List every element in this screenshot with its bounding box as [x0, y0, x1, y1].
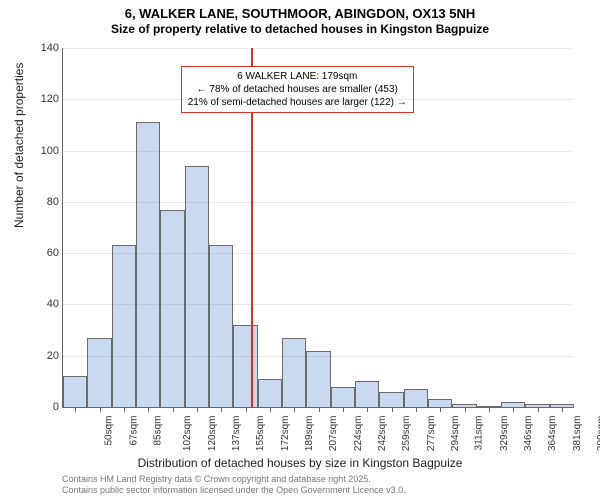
- histogram-bar: [112, 245, 136, 407]
- gridline: [63, 151, 574, 152]
- y-axis-title: Number of detached properties: [12, 63, 26, 228]
- y-tick-label: 0: [53, 401, 59, 413]
- x-axis-title: Distribution of detached houses by size …: [0, 456, 600, 470]
- x-tick-label: 259sqm: [401, 416, 412, 452]
- x-tick-label: 346sqm: [523, 416, 534, 452]
- annotation-line-3: 21% of semi-detached houses are larger (…: [188, 96, 407, 109]
- histogram-bar: [136, 122, 160, 407]
- y-tick-label: 140: [41, 42, 59, 54]
- x-tick-label: 364sqm: [547, 416, 558, 452]
- x-tick-mark: [489, 407, 490, 412]
- x-tick-label: 67sqm: [128, 416, 139, 446]
- annotation-line-1: 6 WALKER LANE: 179sqm: [188, 70, 407, 83]
- annotation-box: 6 WALKER LANE: 179sqm ← 78% of detached …: [181, 66, 414, 113]
- x-tick-label: 137sqm: [231, 416, 242, 452]
- x-tick-mark: [562, 407, 563, 412]
- y-tick-label: 40: [47, 298, 59, 310]
- x-tick-mark: [124, 407, 125, 412]
- x-tick-mark: [465, 407, 466, 412]
- histogram-bar: [355, 381, 379, 407]
- histogram-bar: [87, 338, 111, 407]
- x-tick-label: 381sqm: [572, 416, 583, 452]
- x-tick-label: 155sqm: [255, 416, 266, 452]
- credits: Contains HM Land Registry data © Crown c…: [62, 474, 406, 496]
- histogram-bar: [233, 325, 257, 407]
- y-tick-label: 80: [47, 196, 59, 208]
- y-tick-label: 120: [41, 93, 59, 105]
- y-tick-label: 20: [47, 350, 59, 362]
- plot-area: 6 WALKER LANE: 179sqm ← 78% of detached …: [62, 48, 574, 408]
- x-tick-mark: [319, 407, 320, 412]
- x-tick-label: 50sqm: [104, 416, 115, 446]
- histogram-bar: [63, 376, 87, 407]
- credits-line-2: Contains public sector information licen…: [62, 485, 406, 496]
- chart-title: 6, WALKER LANE, SOUTHMOOR, ABINGDON, OX1…: [0, 0, 600, 37]
- x-tick-label: 311sqm: [474, 416, 485, 451]
- x-tick-mark: [440, 407, 441, 412]
- x-tick-label: 242sqm: [377, 416, 388, 452]
- x-tick-mark: [343, 407, 344, 412]
- title-line-1: 6, WALKER LANE, SOUTHMOOR, ABINGDON, OX1…: [0, 6, 600, 22]
- x-tick-label: 207sqm: [328, 416, 339, 452]
- x-tick-mark: [100, 407, 101, 412]
- title-line-2: Size of property relative to detached ho…: [0, 22, 600, 37]
- x-tick-label: 85sqm: [152, 416, 163, 446]
- x-tick-label: 120sqm: [207, 416, 218, 452]
- histogram-bar: [209, 245, 233, 407]
- x-tick-label: 399sqm: [596, 416, 600, 452]
- histogram-bar: [258, 379, 282, 407]
- histogram-bar: [331, 387, 355, 408]
- x-tick-mark: [392, 407, 393, 412]
- x-tick-mark: [538, 407, 539, 412]
- property-size-histogram: 6, WALKER LANE, SOUTHMOOR, ABINGDON, OX1…: [0, 0, 600, 500]
- y-tick-label: 100: [41, 145, 59, 157]
- x-tick-mark: [513, 407, 514, 412]
- credits-line-1: Contains HM Land Registry data © Crown c…: [62, 474, 406, 485]
- gridline: [63, 356, 574, 357]
- x-tick-label: 294sqm: [450, 416, 461, 452]
- x-tick-mark: [173, 407, 174, 412]
- x-tick-label: 102sqm: [182, 416, 193, 452]
- x-tick-mark: [148, 407, 149, 412]
- x-tick-label: 189sqm: [304, 416, 315, 452]
- histogram-bar: [282, 338, 306, 407]
- histogram-bar: [404, 389, 428, 407]
- x-tick-mark: [416, 407, 417, 412]
- annotation-line-2: ← 78% of detached houses are smaller (45…: [188, 83, 407, 96]
- gridline: [63, 48, 574, 49]
- x-tick-label: 172sqm: [280, 416, 291, 452]
- histogram-bar: [428, 399, 452, 407]
- x-tick-mark: [221, 407, 222, 412]
- histogram-bar: [379, 392, 403, 407]
- x-tick-mark: [75, 407, 76, 412]
- x-tick-mark: [367, 407, 368, 412]
- gridline: [63, 99, 574, 100]
- x-tick-label: 329sqm: [499, 416, 510, 452]
- histogram-bar: [306, 351, 330, 407]
- x-tick-mark: [270, 407, 271, 412]
- gridline: [63, 253, 574, 254]
- x-tick-mark: [246, 407, 247, 412]
- gridline: [63, 202, 574, 203]
- histogram-bar: [160, 210, 184, 407]
- x-tick-mark: [197, 407, 198, 412]
- x-tick-label: 224sqm: [353, 416, 364, 452]
- y-tick-label: 60: [47, 247, 59, 259]
- gridline: [63, 304, 574, 305]
- x-tick-mark: [294, 407, 295, 412]
- x-tick-label: 277sqm: [426, 416, 437, 452]
